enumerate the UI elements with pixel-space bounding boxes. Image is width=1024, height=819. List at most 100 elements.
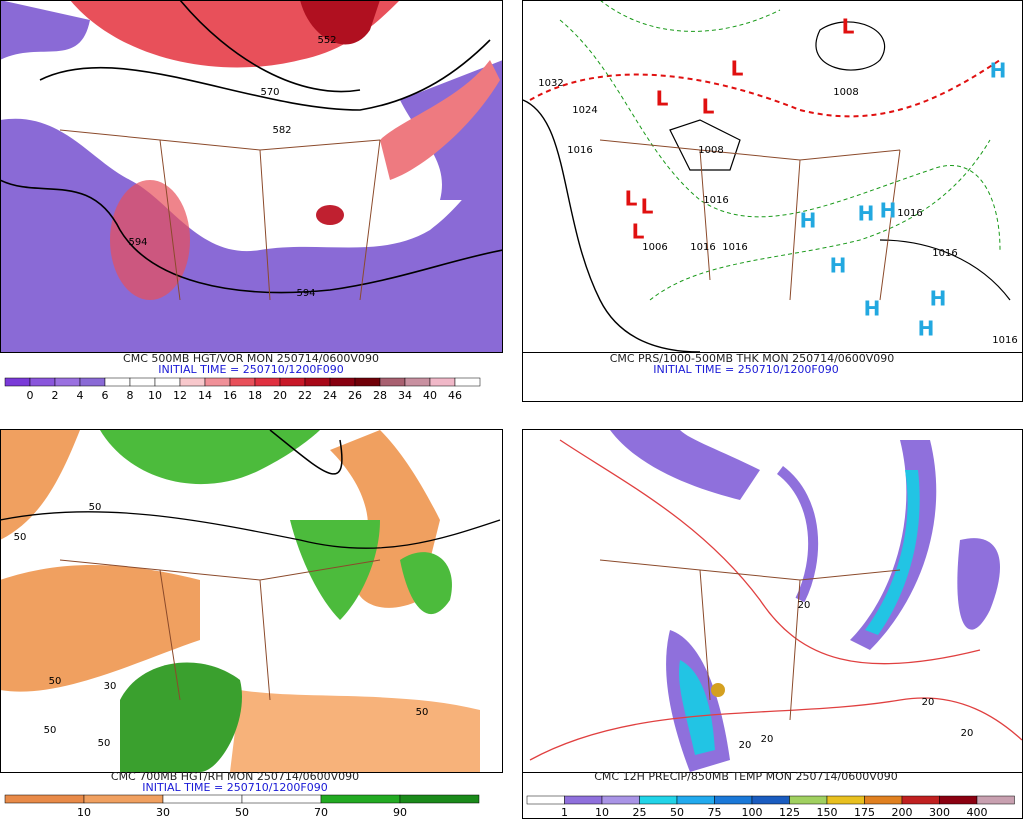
colorbar-swatch [751, 795, 790, 805]
colorbar-label: 400 [967, 806, 988, 819]
contour-label: 594 [128, 237, 147, 248]
contour-label: 1016 [690, 242, 715, 253]
contour-label: 1008 [698, 145, 723, 156]
colorbar-swatch [939, 795, 978, 805]
colorbar-label: 10 [595, 806, 609, 819]
colorbar-swatch [379, 377, 406, 387]
contour-label: 20 [739, 740, 752, 751]
contour-label: 1024 [572, 105, 597, 116]
colorbar-label: 75 [708, 806, 722, 819]
contour-label: 1006 [642, 242, 667, 253]
colorbar-swatch [714, 795, 753, 805]
colorbar-swatch [601, 795, 640, 805]
high-center: H [918, 317, 935, 341]
colorbar-swatch [304, 377, 331, 387]
initial-time: INITIAL TIME = 250710/1200F090 [158, 363, 343, 376]
low-center: L [731, 57, 744, 81]
panel-title: CMC PRS/1000-500MB THK MON 250714/0600V0… [610, 352, 895, 365]
colorbar-swatch [4, 377, 31, 387]
contour-label: 594 [296, 288, 315, 299]
colorbar-swatch [404, 377, 431, 387]
colorbar-swatch [162, 794, 243, 804]
contour-label: 20 [761, 734, 774, 745]
colorbar-label: 20 [273, 389, 287, 402]
humidity-field [1, 430, 502, 772]
colorbar-label: 175 [854, 806, 875, 819]
colorbar-label: 8 [127, 389, 134, 402]
colorbar-swatch [826, 795, 865, 805]
low-center: L [842, 15, 855, 39]
contour-label: 1016 [992, 335, 1017, 346]
colorbar-swatch [354, 377, 381, 387]
initial-time: INITIAL TIME = 250710/1200F090 [653, 363, 838, 376]
colorbar-swatch [229, 377, 256, 387]
colorbar-label: 1 [561, 806, 568, 819]
low-center: L [632, 220, 645, 244]
contour-label: 1016 [897, 208, 922, 219]
colorbar-swatch [129, 377, 156, 387]
colorbar-label: 26 [348, 389, 362, 402]
low-center: L [641, 195, 654, 219]
colorbar-label: 2 [52, 389, 59, 402]
high-center: H [800, 209, 817, 233]
colorbar-label: 12 [173, 389, 187, 402]
low-center: L [625, 187, 638, 211]
colorbar-label: 46 [448, 389, 462, 402]
contour-label: 50 [14, 532, 27, 543]
colorbar-label: 50 [670, 806, 684, 819]
contour-label: 1032 [538, 78, 563, 89]
colorbar-label: 6 [102, 389, 109, 402]
contour-label: 50 [44, 725, 57, 736]
high-center: H [880, 199, 897, 223]
colorbar-swatch [639, 795, 678, 805]
initial-time: INITIAL TIME = 250710/1200F090 [142, 781, 327, 794]
contour-label: 50 [89, 502, 102, 513]
contour-label: 20 [798, 600, 811, 611]
colorbar-label: 150 [817, 806, 838, 819]
panel-title: CMC 700MB HGT/RH MON 250714/0600V090 [111, 770, 359, 783]
pressure-field [523, 1, 1022, 352]
contour-label: 1016 [567, 145, 592, 156]
contour-label: 50 [49, 676, 62, 687]
colorbar-swatch [79, 377, 106, 387]
colorbar-label: 300 [929, 806, 950, 819]
precip-field [523, 430, 1022, 772]
colorbar-label: 0 [27, 389, 34, 402]
colorbar-swatch [454, 377, 481, 387]
colorbar-label: 14 [198, 389, 212, 402]
colorbar-label: 28 [373, 389, 387, 402]
high-center: H [830, 254, 847, 278]
low-center: L [656, 87, 669, 111]
colorbar-swatch [976, 795, 1015, 805]
colorbar-label: 4 [77, 389, 84, 402]
high-center: H [990, 59, 1007, 83]
colorbar-swatch [4, 794, 85, 804]
colorbar-swatch [329, 377, 356, 387]
colorbar-swatch [789, 795, 828, 805]
contour-label: 20 [922, 697, 935, 708]
contour-label: 30 [104, 681, 117, 692]
colorbar-label: 40 [423, 389, 437, 402]
colorbar-label: 50 [235, 806, 249, 819]
colorbar-label: 25 [633, 806, 647, 819]
high-center: H [864, 297, 881, 321]
contour-label: 582 [272, 125, 291, 136]
contour-label: 552 [317, 35, 336, 46]
colorbar-swatch [676, 795, 715, 805]
colorbar-label: 24 [323, 389, 337, 402]
colorbar-label: 16 [223, 389, 237, 402]
colorbar-label: 90 [393, 806, 407, 819]
colorbar-label: 10 [148, 389, 162, 402]
vorticity-field [1, 1, 502, 352]
panel-frame [522, 0, 1023, 402]
colorbar-label: 125 [779, 806, 800, 819]
colorbar-label: 100 [742, 806, 763, 819]
contour-label: 50 [98, 738, 111, 749]
colorbar-swatch [564, 795, 603, 805]
colorbar-swatch [179, 377, 206, 387]
colorbar-label: 200 [892, 806, 913, 819]
colorbar-label: 22 [298, 389, 312, 402]
colorbar-swatch [526, 795, 565, 805]
colorbar-swatch [429, 377, 456, 387]
